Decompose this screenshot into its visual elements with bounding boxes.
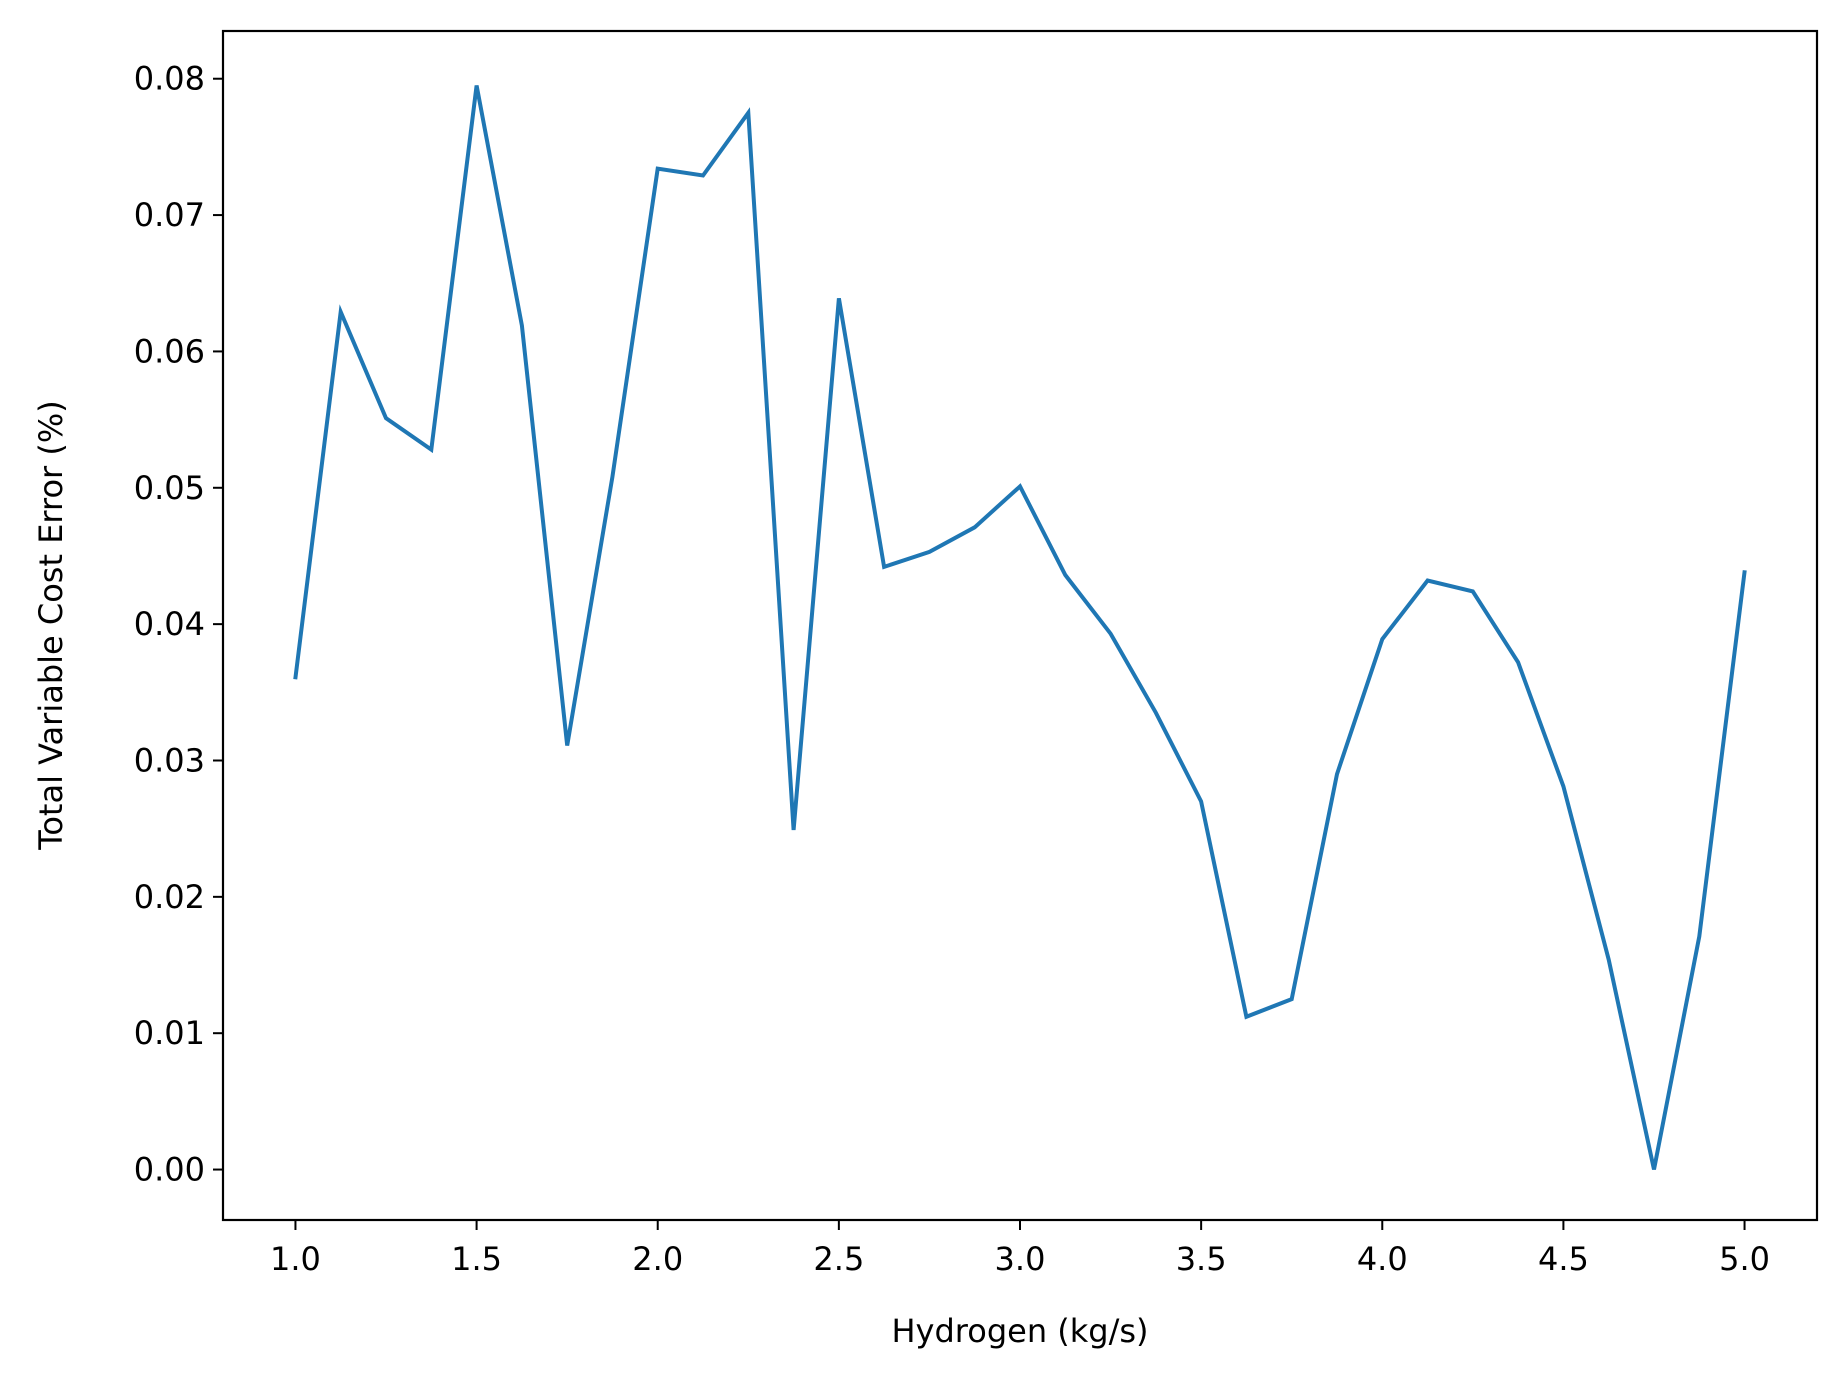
- x-tick-label: 2.0: [632, 1240, 683, 1278]
- x-tick-label: 3.0: [995, 1240, 1046, 1278]
- y-tick-label: 0.06: [134, 332, 205, 370]
- y-axis-ticks: 0.00 0.01 0.02 0.03 0.04 0.05 0.06 0.07 0.08: [134, 60, 223, 1189]
- y-tick-label: 0.02: [134, 878, 205, 916]
- x-tick-label: 5.0: [1719, 1240, 1770, 1278]
- y-tick-label: 0.01: [134, 1014, 205, 1052]
- x-axis-ticks: 1.0 1.5 2.0 2.5 3.0 3.5 4.0 4.5 5.0: [270, 1220, 1770, 1278]
- y-tick-label: 0.05: [134, 469, 205, 507]
- y-tick-label: 0.04: [134, 605, 205, 643]
- y-tick-label: 0.00: [134, 1151, 205, 1189]
- y-axis-label: Total Variable Cost Error (%): [32, 400, 70, 851]
- x-tick-label: 1.5: [451, 1240, 502, 1278]
- x-axis-label: Hydrogen (kg/s): [891, 1312, 1148, 1350]
- y-tick-label: 0.07: [134, 196, 205, 234]
- series-line-0: [293, 85, 1747, 1170]
- y-tick-label: 0.03: [134, 741, 205, 779]
- x-tick-label: 4.0: [1357, 1240, 1408, 1278]
- y-tick-label: 0.08: [134, 60, 205, 98]
- x-tick-label: 4.5: [1538, 1240, 1589, 1278]
- plot-frame: [221, 29, 1819, 1222]
- x-tick-label: 1.0: [270, 1240, 321, 1278]
- x-tick-label: 2.5: [813, 1240, 864, 1278]
- x-tick-label: 3.5: [1176, 1240, 1227, 1278]
- plot-area: [293, 85, 1747, 1170]
